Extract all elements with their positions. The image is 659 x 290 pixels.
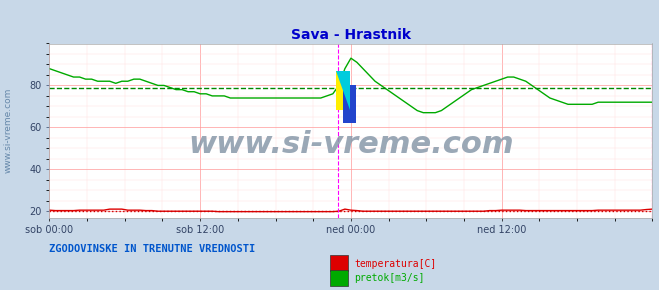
Text: www.si-vreme.com: www.si-vreme.com <box>188 130 514 159</box>
Bar <box>337 71 350 110</box>
Text: pretok[m3/s]: pretok[m3/s] <box>355 273 425 283</box>
Text: ZGODOVINSKE IN TRENUTNE VREDNOSTI: ZGODOVINSKE IN TRENUTNE VREDNOSTI <box>49 244 256 254</box>
Text: www.si-vreme.com: www.si-vreme.com <box>3 88 13 173</box>
Title: Sava - Hrastnik: Sava - Hrastnik <box>291 28 411 42</box>
Bar <box>343 85 357 123</box>
Text: temperatura[C]: temperatura[C] <box>355 259 437 269</box>
Polygon shape <box>337 71 350 110</box>
